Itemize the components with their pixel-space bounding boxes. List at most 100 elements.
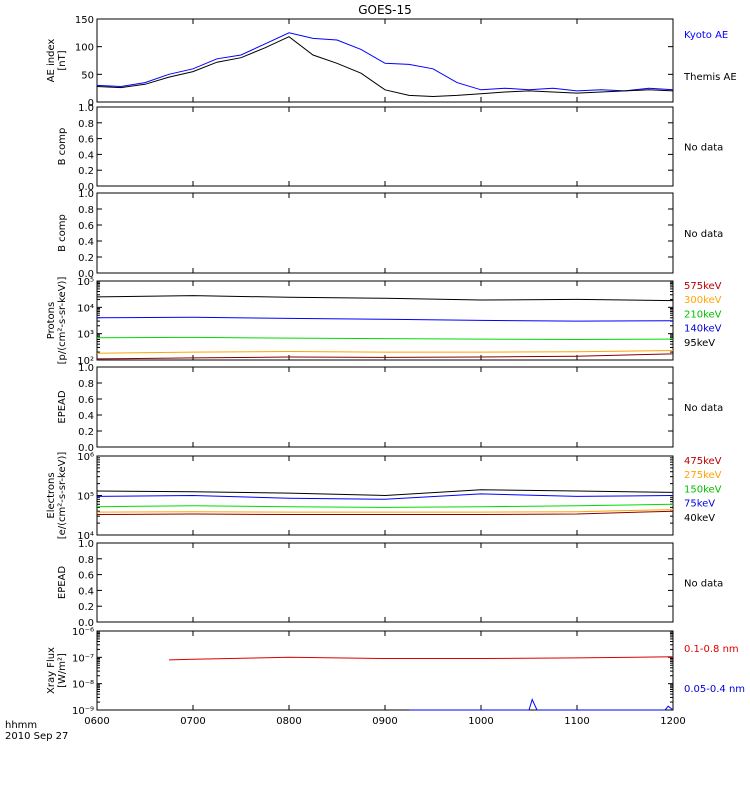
- y-tick-label: 0.2: [78, 253, 94, 264]
- series-line-75kev: [96, 493, 674, 500]
- series-line-kyoto-ae: [96, 32, 674, 92]
- y-tick-label: 50: [81, 70, 94, 81]
- y-tick-label: 0.4: [78, 150, 94, 161]
- y-axis-label: [e/(cm²-s-sr-keV)]: [57, 452, 68, 540]
- legend-label: 0.1-0.8 nm: [684, 644, 739, 655]
- y-tick-label: 150: [75, 15, 94, 26]
- panel-8: 10⁻⁹ 10⁻⁸ 10⁻⁷ 10⁻⁶ Xray Flux [W/m²] 0.1-0.8 n…: [46, 627, 745, 717]
- y-tick-label: 0.2: [78, 166, 94, 177]
- y-tick-label: 100: [75, 43, 94, 54]
- y-axis-label: [nT]: [57, 50, 68, 70]
- y-tick-label: 0.0: [78, 182, 94, 193]
- panel-stack: 0 50 100 150 AE index [nT] Kyoto AE Themis AE 0.…: [46, 15, 745, 727]
- legend-label: 475keV: [684, 456, 722, 467]
- series-line-150kev: [96, 503, 674, 508]
- y-tick-label: 10⁴: [77, 531, 94, 542]
- panel-frame: [96, 630, 674, 711]
- y-tick-label: 0.6: [78, 135, 94, 146]
- y-tick-label: 0.8: [78, 379, 94, 390]
- y-tick-label: 0.6: [78, 395, 94, 406]
- x-tick-label: 1200: [660, 716, 685, 727]
- y-tick-label: 10⁵: [77, 277, 94, 288]
- y-tick-label: 1.0: [78, 539, 94, 550]
- x-tick-label: 0700: [180, 716, 205, 727]
- y-axis-label: B comp: [57, 214, 68, 252]
- panel-6: 10⁴ 10⁵ 10⁶ Electrons [e/(cm²-s-sr-keV)] 475k…: [46, 452, 722, 542]
- panel-frame: [96, 542, 674, 623]
- y-tick-label: 0.8: [78, 205, 94, 216]
- legend-label: 210keV: [684, 309, 722, 320]
- panel-frame: [96, 192, 674, 274]
- panel-3: 0.0 0.2 0.4 0.6 0.8 1.0 B comp No data: [57, 189, 723, 280]
- y-tick-label: 1.0: [78, 189, 94, 200]
- series-line-40kev: [96, 489, 674, 497]
- series-line-575kev: [96, 353, 674, 360]
- legend-label: Themis AE: [683, 72, 737, 83]
- legend-label: 150keV: [684, 484, 722, 495]
- y-tick-label: 1.0: [78, 103, 94, 114]
- y-tick-label: 10⁻⁷: [72, 653, 94, 664]
- legend-label: 575keV: [684, 281, 722, 292]
- y-axis-label: Xray Flux: [46, 647, 57, 694]
- series-line-0-1-0-8-nm: [168, 656, 674, 661]
- series-line-210kev: [96, 336, 674, 341]
- no-data-label: No data: [684, 229, 723, 240]
- y-axis-label: AE index: [46, 39, 57, 83]
- legend-label: 95keV: [684, 338, 715, 349]
- series-line-0-05-0-4-nm: [409, 698, 674, 711]
- y-axis-label: Electrons: [46, 472, 57, 518]
- y-tick-label: 0.4: [78, 237, 94, 248]
- y-tick-label: 10⁴: [77, 303, 94, 314]
- y-tick-label: 0.6: [78, 221, 94, 232]
- series-line-475kev: [96, 510, 674, 515]
- y-tick-label: 0.6: [78, 571, 94, 582]
- x-tick-label: 1000: [468, 716, 493, 727]
- x-tick-label: 0900: [372, 716, 397, 727]
- time-axis-date-label: 2010 Sep 27: [5, 731, 68, 742]
- series-line-140kev: [96, 316, 674, 322]
- y-tick-label: 1.0: [78, 363, 94, 374]
- y-tick-label: 0.2: [78, 602, 94, 613]
- y-axis-label: [W/m²]: [57, 653, 68, 688]
- panel-1: 0 50 100 150 AE index [nT] Kyoto AE Themis AE: [46, 15, 737, 109]
- panel-7: 0.0 0.2 0.4 0.6 0.8 1.0 EPEAD No data: [57, 539, 723, 629]
- y-tick-label: 0.0: [78, 269, 94, 280]
- plot-title: GOES-15: [358, 3, 412, 17]
- y-tick-label: 0.0: [78, 443, 94, 454]
- time-axis-unit-label: hhmm: [5, 720, 37, 731]
- no-data-label: No data: [684, 143, 723, 154]
- y-tick-label: 0.4: [78, 586, 94, 597]
- y-axis-label: [p/(cm²-s-sr-keV)]: [57, 277, 68, 365]
- y-tick-label: 10⁵: [77, 492, 94, 503]
- legend-label: 75keV: [684, 499, 715, 510]
- y-tick-label: 0.8: [78, 555, 94, 566]
- x-tick-label: 1100: [564, 716, 589, 727]
- series-line-275kev: [96, 509, 674, 513]
- series-line-themis-ae: [96, 36, 674, 98]
- legend-label: Kyoto AE: [684, 30, 728, 41]
- legend-label: 40keV: [684, 513, 715, 524]
- legend-label: 300keV: [684, 295, 722, 306]
- y-tick-label: 10³: [77, 330, 94, 341]
- no-data-label: No data: [684, 403, 723, 414]
- no-data-label: No data: [684, 579, 723, 590]
- legend-label: 140keV: [684, 324, 722, 335]
- legend-label: 0.05-0.4 nm: [684, 684, 745, 695]
- y-tick-label: 10⁻⁸: [72, 680, 94, 691]
- panel-5: 0.0 0.2 0.4 0.6 0.8 1.0 EPEAD No data: [57, 363, 723, 454]
- x-tick-label: 0800: [276, 716, 301, 727]
- y-tick-label: 10²: [77, 356, 94, 367]
- y-tick-label: 10⁶: [77, 452, 94, 463]
- y-axis-label: B comp: [57, 128, 68, 166]
- panel-4: 10² 10³ 10⁴ 10⁵ Protons [p/(cm²-s-sr-keV)] 575…: [46, 277, 722, 367]
- y-axis-label: Protons: [46, 302, 57, 339]
- y-tick-label: 0.2: [78, 427, 94, 438]
- panel-frame: [96, 280, 674, 361]
- y-tick-label: 0.0: [78, 618, 94, 629]
- y-axis-label: EPEAD: [57, 566, 68, 600]
- y-tick-label: 0.8: [78, 119, 94, 130]
- panel-2: 0.0 0.2 0.4 0.6 0.8 1.0 B comp No data: [57, 103, 723, 193]
- y-tick-label: 0.4: [78, 411, 94, 422]
- series-line-300kev: [96, 350, 674, 354]
